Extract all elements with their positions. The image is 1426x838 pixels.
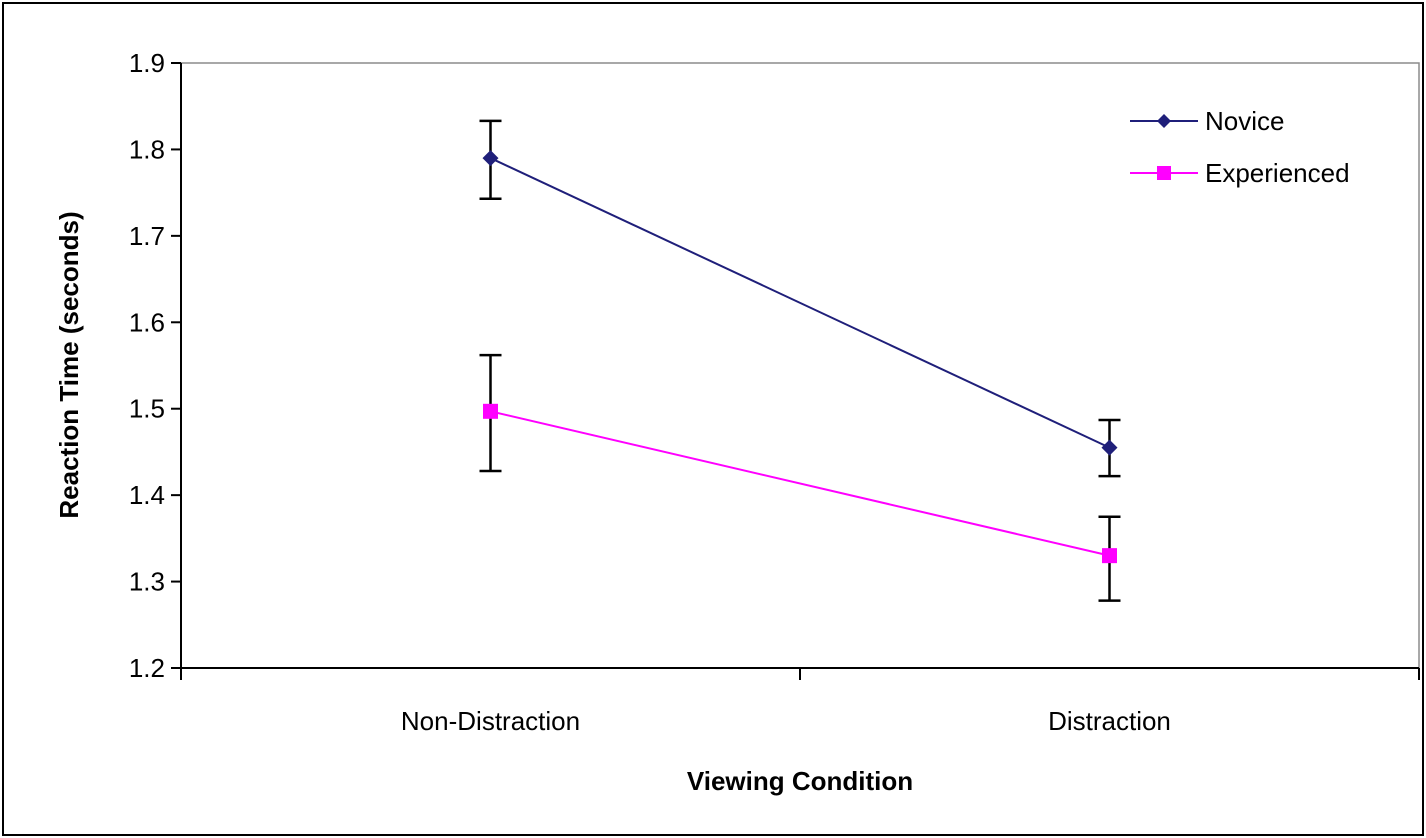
y-tick-label: 1.7 — [129, 221, 165, 251]
legend-marker-novice — [1157, 114, 1171, 128]
data-point-experienced — [483, 403, 498, 419]
y-tick-label: 1.9 — [129, 48, 165, 78]
series-line-novice — [490, 157, 1110, 449]
legend-label-novice: Novice — [1205, 106, 1284, 136]
y-tick-label: 1.8 — [129, 134, 165, 164]
x-tick-label: Non-Distraction — [401, 706, 580, 736]
y-axis-ticks: 1.2 1.3 1.4 1.5 1.6 1.7 1.8 1.9 — [129, 48, 181, 683]
x-axis-ticks: Non-Distraction Distraction — [180, 668, 1420, 736]
y-tick-label: 1.4 — [129, 480, 165, 510]
legend-label-experienced: Experienced — [1205, 158, 1350, 188]
series-layer — [479, 119, 1121, 602]
x-tick-label: Distraction — [1048, 706, 1171, 736]
legend-marker-experienced — [1157, 166, 1171, 180]
data-point-experienced — [1102, 548, 1117, 564]
x-axis-title: Viewing Condition — [687, 766, 913, 796]
y-tick-label: 1.6 — [129, 307, 165, 337]
series-line-experienced — [490, 410, 1110, 557]
y-axis-title: Reaction Time (seconds) — [54, 211, 84, 518]
y-tick-label: 1.5 — [129, 394, 165, 424]
legend-item-experienced: Experienced — [1130, 158, 1350, 188]
y-tick-label: 1.3 — [129, 567, 165, 597]
data-point-novice — [1101, 439, 1118, 456]
data-point-novice — [482, 150, 499, 167]
legend-item-novice: Novice — [1130, 106, 1284, 136]
y-tick-label: 1.2 — [129, 653, 165, 683]
legend: Novice Experienced — [1130, 106, 1350, 188]
